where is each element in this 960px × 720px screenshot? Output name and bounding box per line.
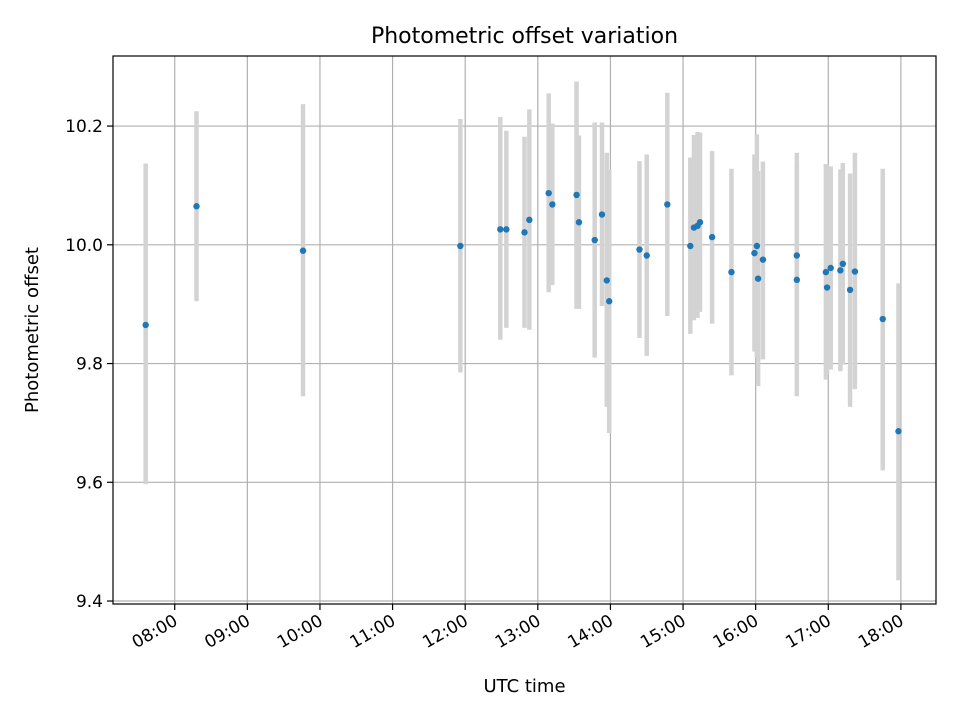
data-point bbox=[696, 219, 704, 226]
ticks bbox=[107, 125, 902, 610]
data-point bbox=[837, 267, 844, 274]
data-point bbox=[299, 247, 307, 254]
data-point bbox=[687, 242, 694, 250]
data-points bbox=[142, 189, 902, 435]
data-point bbox=[754, 275, 762, 282]
data-point bbox=[851, 268, 859, 275]
data-point bbox=[573, 191, 580, 199]
data-point bbox=[598, 211, 606, 218]
y-axis-label: Photometric offset bbox=[22, 247, 43, 413]
y-tick-label: 9.4 bbox=[76, 592, 103, 612]
data-point bbox=[591, 236, 598, 244]
y-tick-labels: 9.4 9.6 9.8 10.0 10.2 bbox=[65, 117, 103, 612]
x-axis-label: UTC time bbox=[483, 676, 565, 697]
chart-title: Photometric offset variation bbox=[371, 24, 678, 49]
data-point bbox=[759, 256, 767, 263]
y-tick-label: 10.0 bbox=[65, 236, 103, 256]
data-point bbox=[636, 246, 643, 253]
data-point bbox=[643, 252, 650, 259]
data-point bbox=[521, 229, 528, 236]
data-point bbox=[549, 201, 556, 208]
y-tick-label: 10.2 bbox=[65, 117, 103, 137]
data-point bbox=[753, 242, 761, 250]
data-point bbox=[823, 284, 831, 291]
data-point bbox=[827, 264, 834, 272]
y-tick-label: 9.8 bbox=[76, 355, 103, 375]
data-point bbox=[793, 276, 801, 284]
data-point bbox=[895, 428, 902, 435]
data-point bbox=[728, 268, 735, 276]
data-point bbox=[603, 277, 610, 284]
data-point bbox=[879, 315, 886, 323]
data-point bbox=[575, 219, 583, 226]
data-point bbox=[793, 252, 801, 259]
plot-frame bbox=[112, 55, 937, 605]
data-point bbox=[708, 233, 716, 241]
data-point bbox=[822, 268, 830, 276]
data-point bbox=[839, 260, 847, 268]
data-point bbox=[497, 226, 504, 233]
data-point bbox=[751, 249, 758, 257]
data-point bbox=[846, 286, 854, 294]
data-point bbox=[526, 216, 533, 224]
data-point bbox=[503, 226, 510, 233]
data-point bbox=[664, 201, 671, 208]
data-point bbox=[142, 321, 149, 329]
y-tick-label: 9.6 bbox=[76, 473, 103, 493]
data-point bbox=[193, 203, 200, 210]
data-point bbox=[457, 242, 464, 250]
data-point bbox=[606, 298, 613, 305]
data-point bbox=[545, 189, 552, 197]
